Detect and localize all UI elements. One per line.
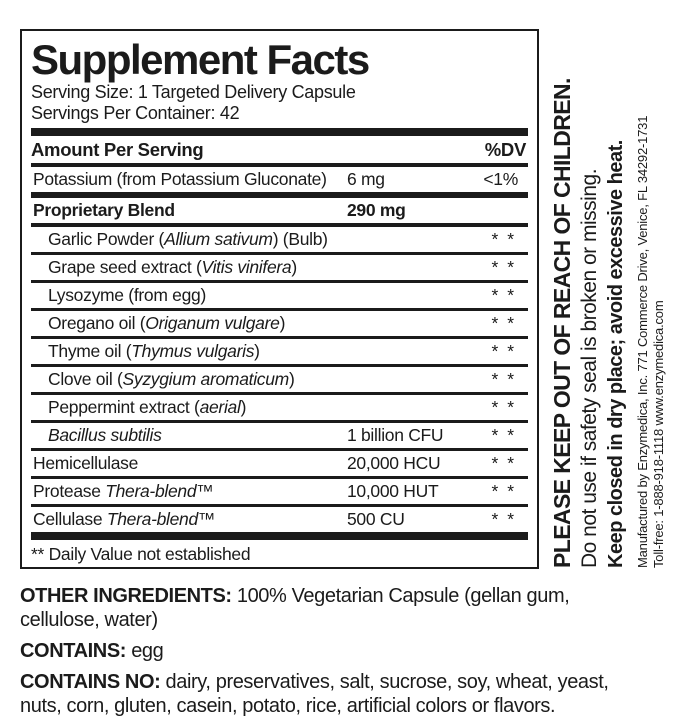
ingredient-dv: * * (491, 341, 516, 361)
divider-bar (31, 128, 528, 136)
ingredient-amount: 500 CU (347, 509, 405, 529)
contains-text: egg (126, 640, 164, 662)
table-row-protease: Protease Thera-blend™ 10,000 HUT * * (31, 476, 528, 504)
ingredient-name: Thyme oil (Thymus vulgaris) (48, 341, 260, 361)
ingredient-name: Oregano oil (Origanum vulgare) (48, 313, 286, 333)
table-row-oregano: Oregano oil (Origanum vulgare) * * (31, 308, 528, 336)
ingredient-dv: * * (491, 257, 516, 277)
ingredient-name: Lysozyme (from egg) (48, 285, 207, 305)
ingredient-amount: 290 mg (347, 200, 406, 220)
warning-keep-out: PLEASE KEEP OUT OF REACH OF CHILDREN. (549, 78, 575, 568)
ingredient-dv: * * (491, 509, 516, 529)
ingredient-dv: * * (491, 425, 516, 445)
ingredient-name: Cellulase Thera-blend™ (33, 509, 216, 529)
ingredient-name: Potassium (from Potassium Gluconate) (33, 169, 327, 189)
serving-size: Serving Size: 1 Targeted Delivery Capsul… (31, 82, 356, 102)
ingredient-dv: * * (491, 369, 516, 389)
contains-no-label: CONTAINS NO: (20, 671, 161, 693)
ingredient-dv: * * (491, 481, 516, 501)
ingredient-dv: * * (491, 397, 516, 417)
table-row-cellulase: Cellulase Thera-blend™ 500 CU * * (31, 504, 528, 532)
table-row-proprietary-blend: Proprietary Blend 290 mg (31, 192, 528, 223)
ingredient-dv: <1% (483, 169, 518, 189)
footer-info: OTHER INGREDIENTS: 100% Vegetarian Capsu… (20, 584, 682, 725)
ingredient-dv: * * (491, 313, 516, 333)
ingredient-name: Grape seed extract (Vitis vinifera) (48, 257, 297, 277)
servings-per-container: Servings Per Container: 42 (31, 103, 240, 123)
ingredient-amount: 6 mg (347, 169, 385, 189)
ingredient-amount: 10,000 HUT (347, 481, 439, 501)
table-row-peppermint: Peppermint extract (aerial) * * (31, 392, 528, 420)
other-ingredients-text: 100% Vegetarian Capsule (gellan gum, cel… (20, 585, 570, 631)
contains-no: CONTAINS NO: dairy, preservatives, salt,… (20, 670, 682, 718)
ingredient-name: Proprietary Blend (33, 200, 175, 220)
table-row-bacillus: Bacillus subtilis 1 billion CFU * * (31, 420, 528, 448)
ingredient-dv: * * (491, 285, 516, 305)
ingredient-amount: 20,000 HCU (347, 453, 441, 473)
ingredient-name: Bacillus subtilis (48, 425, 162, 445)
supplement-facts-panel: Supplement Facts Serving Size: 1 Targete… (20, 29, 539, 569)
other-ingredients-label: OTHER INGREDIENTS: (20, 585, 232, 607)
ingredient-name: Protease Thera-blend™ (33, 481, 214, 501)
table-row-clove: Clove oil (Syzygium aromaticum) * * (31, 364, 528, 392)
table-row-lysozyme: Lysozyme (from egg) * * (31, 280, 528, 308)
manufacturer-info: Manufactured by Enzymedica, Inc. 771 Com… (635, 115, 650, 568)
amount-per-serving-header: Amount Per Serving (31, 139, 204, 160)
dv-header: %DV (484, 139, 527, 160)
dv-footnote: ** Daily Value not established (31, 544, 251, 564)
ingredient-name: Peppermint extract (aerial) (48, 397, 247, 417)
ingredient-name: Garlic Powder (Allium sativum) (Bulb) (48, 229, 328, 249)
ingredient-name: Hemicellulase (33, 453, 139, 473)
contains-no-text: dairy, preservatives, salt, sucrose, soy… (20, 671, 609, 717)
divider-bar (31, 532, 528, 540)
table-row-hemicellulase: Hemicellulase 20,000 HCU * * (31, 448, 528, 476)
ingredient-dv: * * (491, 229, 516, 249)
side-panel-rotated-text: PLEASE KEEP OUT OF REACH OF CHILDREN. Do… (546, 5, 685, 568)
side-panel: PLEASE KEEP OUT OF REACH OF CHILDREN. Do… (546, 5, 685, 568)
table-row-potassium: Potassium (from Potassium Gluconate) 6 m… (31, 163, 528, 192)
other-ingredients: OTHER INGREDIENTS: 100% Vegetarian Capsu… (20, 584, 682, 632)
tollfree-info: Toll-free: 1-888-918-1118 www.enzymedica… (651, 300, 666, 568)
ingredient-dv: * * (491, 453, 516, 473)
warning-safety-seal: Do not use if safety seal is broken or m… (578, 168, 601, 568)
warning-storage: Keep closed in dry place; avoid excessiv… (605, 140, 627, 568)
panel-title: Supplement Facts (31, 36, 370, 83)
ingredient-amount: 1 billion CFU (347, 425, 444, 445)
ingredient-name: Clove oil (Syzygium aromaticum) (48, 369, 295, 389)
contains: CONTAINS: egg (20, 639, 682, 663)
contains-label: CONTAINS: (20, 640, 127, 662)
table-header-row: Amount Per Serving %DV (31, 136, 528, 163)
table-row-thyme: Thyme oil (Thymus vulgaris) * * (31, 336, 528, 364)
table-row-garlic: Garlic Powder (Allium sativum) (Bulb) * … (31, 223, 528, 252)
table-row-grape-seed: Grape seed extract (Vitis vinifera) * * (31, 252, 528, 280)
